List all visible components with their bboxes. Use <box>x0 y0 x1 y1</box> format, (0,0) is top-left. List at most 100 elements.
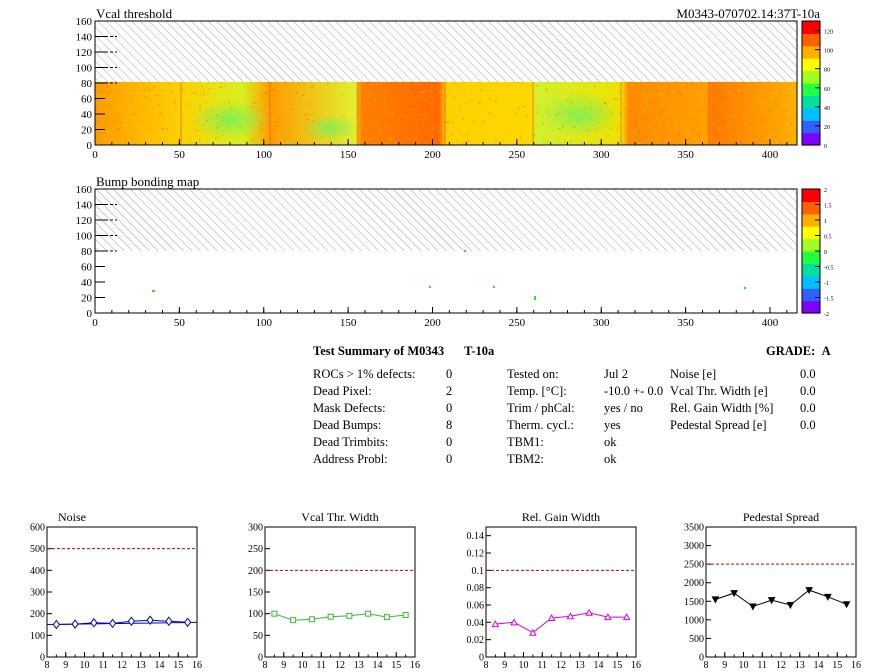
data-point <box>402 611 409 618</box>
heatmap-pixel <box>431 131 433 133</box>
heatmap-pixel <box>607 134 610 136</box>
summary-label: Dead Pixel: <box>313 384 372 398</box>
grade-value: A <box>821 344 831 358</box>
x-tick-label: 350 <box>677 317 694 329</box>
heatmap-pixel <box>133 113 136 115</box>
heatmap-pixel <box>221 135 224 137</box>
heatmap-pixel <box>122 94 124 96</box>
heatmap-pixel <box>449 132 452 134</box>
map1-title: Vcal threshold <box>96 6 173 21</box>
colorbar-step <box>802 243 820 247</box>
heatmap-pixel <box>759 138 762 140</box>
colorbar-step <box>802 280 820 284</box>
heatmap-pixel <box>220 82 223 84</box>
x-tick-label: 10 <box>519 660 529 671</box>
heatmap-pixel <box>573 126 576 128</box>
colorbar-step <box>802 263 820 267</box>
heatmap-pixel <box>327 83 329 85</box>
summary-col3-labels: Noise [e] Vcal Thr. Width [e] Rel. Gain … <box>670 366 773 434</box>
heatmap-pixel <box>216 114 218 116</box>
heatmap-pixel <box>480 131 483 133</box>
heatmap-pixel <box>267 108 270 110</box>
heatmap-pixel <box>300 126 302 128</box>
heatmap-pixel <box>115 103 117 105</box>
heatmap-pixel <box>260 124 262 126</box>
heatmap-pixel <box>522 121 525 122</box>
heatmap-pixel <box>431 127 434 129</box>
heatmap-pixel <box>124 125 127 127</box>
colorbar-step <box>802 310 820 314</box>
y-tick-label: 500 <box>30 544 45 555</box>
heatmap-pixel <box>398 99 401 101</box>
heatmap-pixel <box>207 91 209 93</box>
heatmap-pixel <box>718 128 721 130</box>
colorbar-step <box>802 60 820 64</box>
heatmap-pixel <box>413 87 415 89</box>
heatmap-pixel <box>641 84 643 86</box>
y-tick-label: 100 <box>76 63 93 75</box>
heatmap-pixel <box>229 118 232 119</box>
heatmap-pixel <box>115 109 118 111</box>
heatmap-pixel <box>556 86 559 88</box>
x-tick-label: 13 <box>354 660 364 671</box>
heatmap-pixel <box>158 118 161 120</box>
bump-defect-marker <box>429 286 431 288</box>
x-tick-label: 15 <box>612 660 622 671</box>
colorbar-step <box>802 132 820 136</box>
heatmap-pixel <box>631 83 633 85</box>
heatmap-pixel <box>542 123 544 125</box>
heatmap-pixel <box>562 126 564 128</box>
heatmap-pixel <box>223 135 225 137</box>
y-tick-label: 0.08 <box>467 583 485 594</box>
heatmap-pixel <box>776 128 778 130</box>
heatmap-pixel <box>642 92 645 94</box>
heatmap-pixel <box>347 86 349 88</box>
heatmap-pixel <box>545 88 548 90</box>
heatmap-pixel <box>597 122 600 123</box>
colorbar-step <box>802 21 820 25</box>
heatmap-pixel <box>775 103 777 105</box>
colorbar-step <box>802 233 820 237</box>
heatmap-pixel <box>677 108 679 109</box>
heatmap-pixel <box>624 83 627 85</box>
heatmap-pixel <box>400 118 403 120</box>
heatmap-pixel <box>587 130 589 132</box>
map1-masked-region <box>95 21 797 82</box>
heatmap-pixel <box>555 114 558 116</box>
heatmap-pixel <box>299 100 301 102</box>
summary-value: ok <box>604 435 617 449</box>
heatmap-pixel <box>293 129 295 131</box>
heatmap-pixel <box>437 86 440 87</box>
heatmap-pixel <box>154 92 157 94</box>
colorbar-step <box>802 33 820 37</box>
heatmap-pixel <box>199 104 201 106</box>
x-tick-label: 11 <box>537 660 547 671</box>
colorbar-step <box>802 275 820 279</box>
heatmap-pixel <box>182 136 184 138</box>
heatmap-pixel <box>631 104 633 106</box>
heatmap-pixel <box>141 101 144 103</box>
map2-title: Bump bonding map <box>96 174 199 189</box>
heatmap-pixel <box>293 122 295 124</box>
heatmap-pixel <box>767 123 770 125</box>
heatmap-pixel <box>445 121 447 123</box>
colorbar-step <box>802 303 820 307</box>
heatmap-pixel <box>293 91 296 93</box>
heatmap-pixel <box>658 104 661 106</box>
heatmap-pixel <box>172 100 175 102</box>
heatmap-pixel <box>470 91 472 93</box>
colorbar-tick-label: -2 <box>824 312 829 318</box>
colorbar-step <box>802 211 820 215</box>
heatmap-pixel <box>478 115 481 117</box>
heatmap-pixel <box>158 114 161 116</box>
heatmap-pixel <box>543 138 545 140</box>
x-tick-label: 11 <box>98 660 108 671</box>
heatmap-pixel <box>111 134 113 136</box>
heatmap-pixel <box>312 142 315 144</box>
heatmap-pixel <box>502 91 505 93</box>
heatmap-pixel <box>153 86 155 88</box>
heatmap-pixel <box>97 143 100 145</box>
heatmap-pixel <box>314 87 317 89</box>
colorbar-step <box>802 270 820 274</box>
heatmap-pixel <box>628 95 631 97</box>
